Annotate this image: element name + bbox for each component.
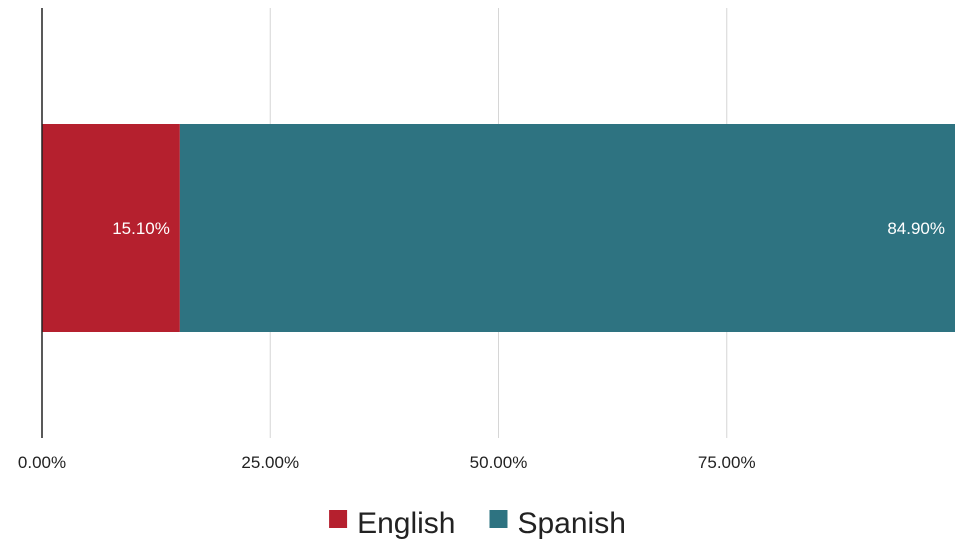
x-axis-ticks: 0.00% 25.00% 50.00% 75.00% [18, 453, 756, 472]
x-tick-label: 25.00% [241, 453, 299, 472]
legend-item-spanish: Spanish [489, 507, 626, 540]
data-label-spanish: 84.90% [887, 219, 945, 238]
x-tick-label: 0.00% [18, 453, 66, 472]
legend: English Spanish [329, 507, 626, 540]
legend-swatch [329, 510, 348, 528]
legend-label: English [357, 507, 455, 540]
bar-segment-spanish [179, 124, 955, 332]
x-tick-label: 50.00% [470, 453, 528, 472]
legend-label: Spanish [517, 507, 625, 540]
bars: 15.10% 84.90% [42, 124, 955, 332]
data-label-english: 15.10% [112, 219, 170, 238]
legend-item-english: English [329, 507, 455, 540]
bar-segment-english [42, 124, 180, 332]
legend-swatch [489, 510, 508, 528]
x-tick-label: 75.00% [698, 453, 756, 472]
